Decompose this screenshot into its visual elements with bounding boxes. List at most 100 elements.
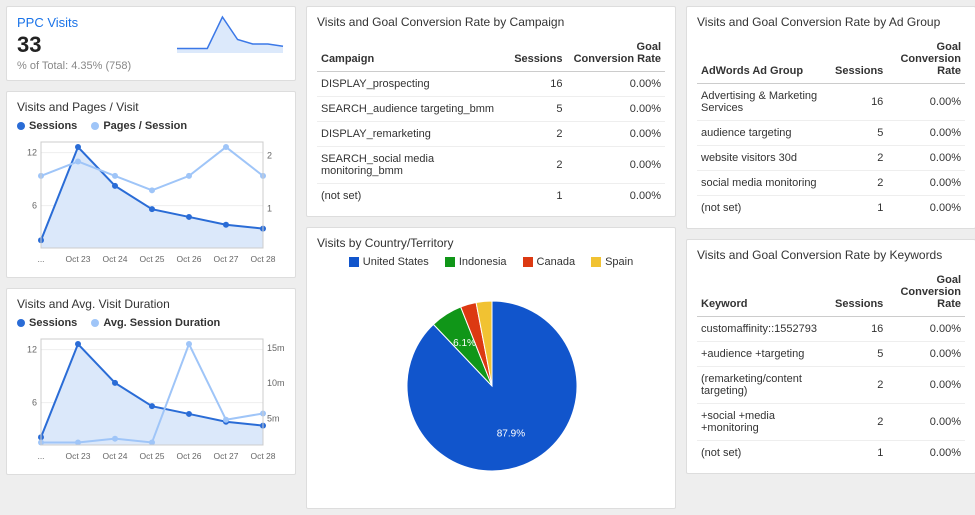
cell: 1 xyxy=(831,441,887,466)
cell: 0.00% xyxy=(887,367,965,404)
svg-text:15m: 15m xyxy=(267,343,285,353)
svg-text:Oct 27: Oct 27 xyxy=(213,451,238,461)
pie-legend-item[interactable]: Spain xyxy=(591,256,633,268)
keywords-table: KeywordSessionsGoalConversion Ratecustom… xyxy=(697,268,965,465)
table-row[interactable]: social media monitoring20.00% xyxy=(697,171,965,196)
cell: 1 xyxy=(831,196,887,221)
svg-text:6.1%: 6.1% xyxy=(453,338,476,349)
visits-pages-card: Visits and Pages / Visit Sessions Pages … xyxy=(6,91,296,278)
cell: 0.00% xyxy=(887,171,965,196)
pie-legend-item[interactable]: United States xyxy=(349,256,429,268)
col-header[interactable]: GoalConversion Rate xyxy=(887,268,965,317)
pie-legend: United States Indonesia Canada Spain xyxy=(317,256,665,268)
cell: (not set) xyxy=(317,184,508,209)
cell: DISPLAY_prospecting xyxy=(317,72,508,97)
cell: 2 xyxy=(831,146,887,171)
ppc-value: 33 xyxy=(17,32,131,58)
table-row[interactable]: Advertising & Marketing Services160.00% xyxy=(697,84,965,121)
cell: social media monitoring xyxy=(697,171,831,196)
col-header[interactable]: GoalConversion Rate xyxy=(567,35,666,72)
svg-text:...: ... xyxy=(37,254,44,264)
cell: +audience +targeting xyxy=(697,342,831,367)
svg-text:2: 2 xyxy=(267,150,272,160)
cell: 2 xyxy=(831,404,887,441)
table-row[interactable]: (not set)10.00% xyxy=(697,441,965,466)
table-row[interactable]: (not set)10.00% xyxy=(317,184,665,209)
cell: (remarketing/content targeting) xyxy=(697,367,831,404)
table-row[interactable]: DISPLAY_prospecting160.00% xyxy=(317,72,665,97)
svg-text:...: ... xyxy=(37,451,44,461)
adgroup-table-card: Visits and Goal Conversion Rate by Ad Gr… xyxy=(686,6,975,229)
col-header[interactable]: Campaign xyxy=(317,35,508,72)
col-header[interactable]: Sessions xyxy=(831,268,887,317)
cell: 2 xyxy=(831,367,887,404)
cell: 2 xyxy=(831,171,887,196)
cell: 0.00% xyxy=(567,147,666,184)
cell: 0.00% xyxy=(887,404,965,441)
legend-duration: Avg. Session Duration xyxy=(91,317,220,329)
cell: +social +media +monitoring xyxy=(697,404,831,441)
cell: SEARCH_audience targeting_bmm xyxy=(317,97,508,122)
country-pie-card: Visits by Country/Territory United State… xyxy=(306,227,676,509)
pie-legend-item[interactable]: Indonesia xyxy=(445,256,507,268)
cell: (not set) xyxy=(697,196,831,221)
col-header[interactable]: AdWords Ad Group xyxy=(697,35,831,84)
ppc-text: PPC Visits 33 % of Total: 4.35% (758) xyxy=(17,15,131,72)
pie-legend-item[interactable]: Canada xyxy=(523,256,576,268)
legend-sessions: Sessions xyxy=(17,317,77,329)
table-row[interactable]: (remarketing/content targeting)20.00% xyxy=(697,367,965,404)
svg-text:1: 1 xyxy=(267,203,272,213)
cell: SEARCH_social media monitoring_bmm xyxy=(317,147,508,184)
svg-text:Oct 26: Oct 26 xyxy=(176,451,201,461)
cell: website visitors 30d xyxy=(697,146,831,171)
cell: 16 xyxy=(508,72,566,97)
cell: 0.00% xyxy=(887,342,965,367)
cell: 0.00% xyxy=(887,196,965,221)
col-header[interactable]: Keyword xyxy=(697,268,831,317)
svg-text:12: 12 xyxy=(27,148,37,158)
legend-b-label: Pages / Session xyxy=(103,120,187,132)
adgroup-table: AdWords Ad GroupSessionsGoalConversion R… xyxy=(697,35,965,220)
svg-text:10m: 10m xyxy=(267,378,285,388)
table-row[interactable]: SEARCH_audience targeting_bmm50.00% xyxy=(317,97,665,122)
table-row[interactable]: (not set)10.00% xyxy=(697,196,965,221)
left-column: PPC Visits 33 % of Total: 4.35% (758) Vi… xyxy=(6,6,296,509)
chart1-svg: 12621...Oct 23Oct 24Oct 25Oct 26Oct 27Oc… xyxy=(17,136,287,266)
legend-sessions: Sessions xyxy=(17,120,77,132)
col-header[interactable]: Sessions xyxy=(508,35,566,72)
svg-text:Oct 24: Oct 24 xyxy=(102,254,127,264)
keywords-table-card: Visits and Goal Conversion Rate by Keywo… xyxy=(686,239,975,474)
visits-duration-card: Visits and Avg. Visit Duration Sessions … xyxy=(6,288,296,475)
cell: 2 xyxy=(508,122,566,147)
cell: 0.00% xyxy=(887,146,965,171)
svg-text:6: 6 xyxy=(32,201,37,211)
table-row[interactable]: website visitors 30d20.00% xyxy=(697,146,965,171)
svg-text:Oct 23: Oct 23 xyxy=(65,451,90,461)
table-row[interactable]: +audience +targeting50.00% xyxy=(697,342,965,367)
cell: 2 xyxy=(508,147,566,184)
card-title: Visits and Goal Conversion Rate by Keywo… xyxy=(697,248,965,262)
ppc-subtext: % of Total: 4.35% (758) xyxy=(17,60,131,72)
table-row[interactable]: customaffinity::1552793160.00% xyxy=(697,317,965,342)
table-row[interactable]: SEARCH_social media monitoring_bmm20.00% xyxy=(317,147,665,184)
ppc-title[interactable]: PPC Visits xyxy=(17,15,131,30)
table-row[interactable]: DISPLAY_remarketing20.00% xyxy=(317,122,665,147)
campaign-table-card: Visits and Goal Conversion Rate by Campa… xyxy=(306,6,676,217)
table-row[interactable]: audience targeting50.00% xyxy=(697,121,965,146)
legend-b-label: Avg. Session Duration xyxy=(103,317,220,329)
right-column: Visits and Goal Conversion Rate by Ad Gr… xyxy=(686,6,975,509)
cell: 1 xyxy=(508,184,566,209)
dashboard-grid: PPC Visits 33 % of Total: 4.35% (758) Vi… xyxy=(6,6,969,509)
legend-a-label: Sessions xyxy=(29,317,77,329)
cell: 0.00% xyxy=(567,72,666,97)
svg-text:87.9%: 87.9% xyxy=(497,428,525,439)
svg-text:5m: 5m xyxy=(267,414,280,424)
cell: 5 xyxy=(831,342,887,367)
table-row[interactable]: +social +media +monitoring20.00% xyxy=(697,404,965,441)
cell: 0.00% xyxy=(887,441,965,466)
col-header[interactable]: Sessions xyxy=(831,35,887,84)
svg-text:Oct 28: Oct 28 xyxy=(250,254,275,264)
cell: 0.00% xyxy=(887,317,965,342)
svg-text:Oct 27: Oct 27 xyxy=(213,254,238,264)
col-header[interactable]: GoalConversion Rate xyxy=(887,35,965,84)
